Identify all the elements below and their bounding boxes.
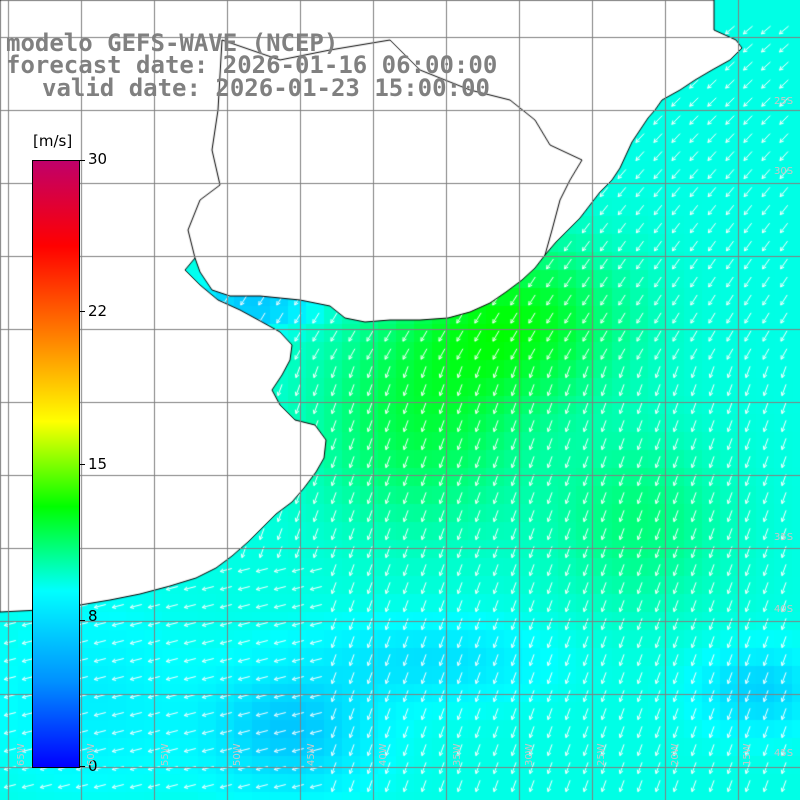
lon-label: 45W [306,743,317,766]
lon-label: 35W [452,743,463,766]
colorbar-label: 22 [88,302,108,320]
colorbar-unit: [m/s] [33,132,73,150]
colorbar [32,160,80,768]
lon-label: 15W [742,743,753,766]
lon-label: 25W [596,743,607,766]
lon-label: 30W [524,743,535,766]
lat-label: 35S [774,532,794,543]
colorbar-tick [79,311,85,312]
colorbar-label: 8 [88,607,98,625]
colorbar-tick [79,766,85,767]
colorbar-tick [79,464,85,465]
lon-label: 60W [86,743,97,766]
lon-label: 50W [232,743,243,766]
valid-date: valid date: 2026-01-23 15:00:00 [42,74,490,102]
lat-label: 40S [774,604,794,615]
lat-label: 30S [774,166,794,177]
lon-label: 65W [16,743,27,766]
forecast-date: forecast date: 2026-01-16 06:00:00 [6,51,498,79]
lon-label: 55W [160,743,171,766]
colorbar-tick [79,620,85,621]
colorbar-label: 15 [88,455,108,473]
colorbar-label: 30 [88,150,108,168]
lat-label: 45S [774,748,794,759]
model-title: modelo GEFS-WAVE (NCEP) [6,29,339,57]
colorbar-tick [79,160,85,161]
lon-label: 20W [670,743,681,766]
lat-label: 25S [774,96,794,107]
lon-label: 40W [378,743,389,766]
colorbar-label: 0 [88,757,98,775]
